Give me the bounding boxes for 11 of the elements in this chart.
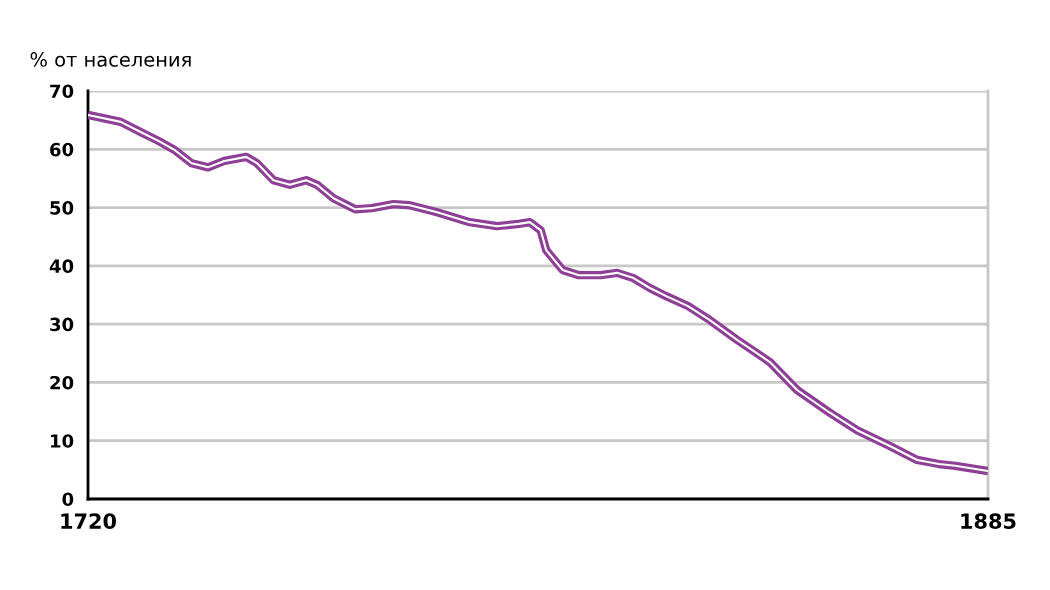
- y-tick-label: 10: [51, 434, 74, 448]
- y-tick-label: 30: [50, 317, 74, 332]
- x-tick-label: 1885: [961, 513, 1016, 530]
- y-tick-label: 40: [49, 259, 74, 273]
- x-tick-label: 1720: [61, 513, 116, 530]
- y-tick-label: 20: [50, 375, 74, 390]
- y-tick-label: 50: [50, 201, 74, 215]
- y-tick-label: 70: [50, 84, 74, 99]
- y-axis-title: % от населения: [30, 52, 191, 67]
- y-tick-label: 60: [50, 142, 74, 157]
- y-tick-label: 0: [62, 492, 74, 507]
